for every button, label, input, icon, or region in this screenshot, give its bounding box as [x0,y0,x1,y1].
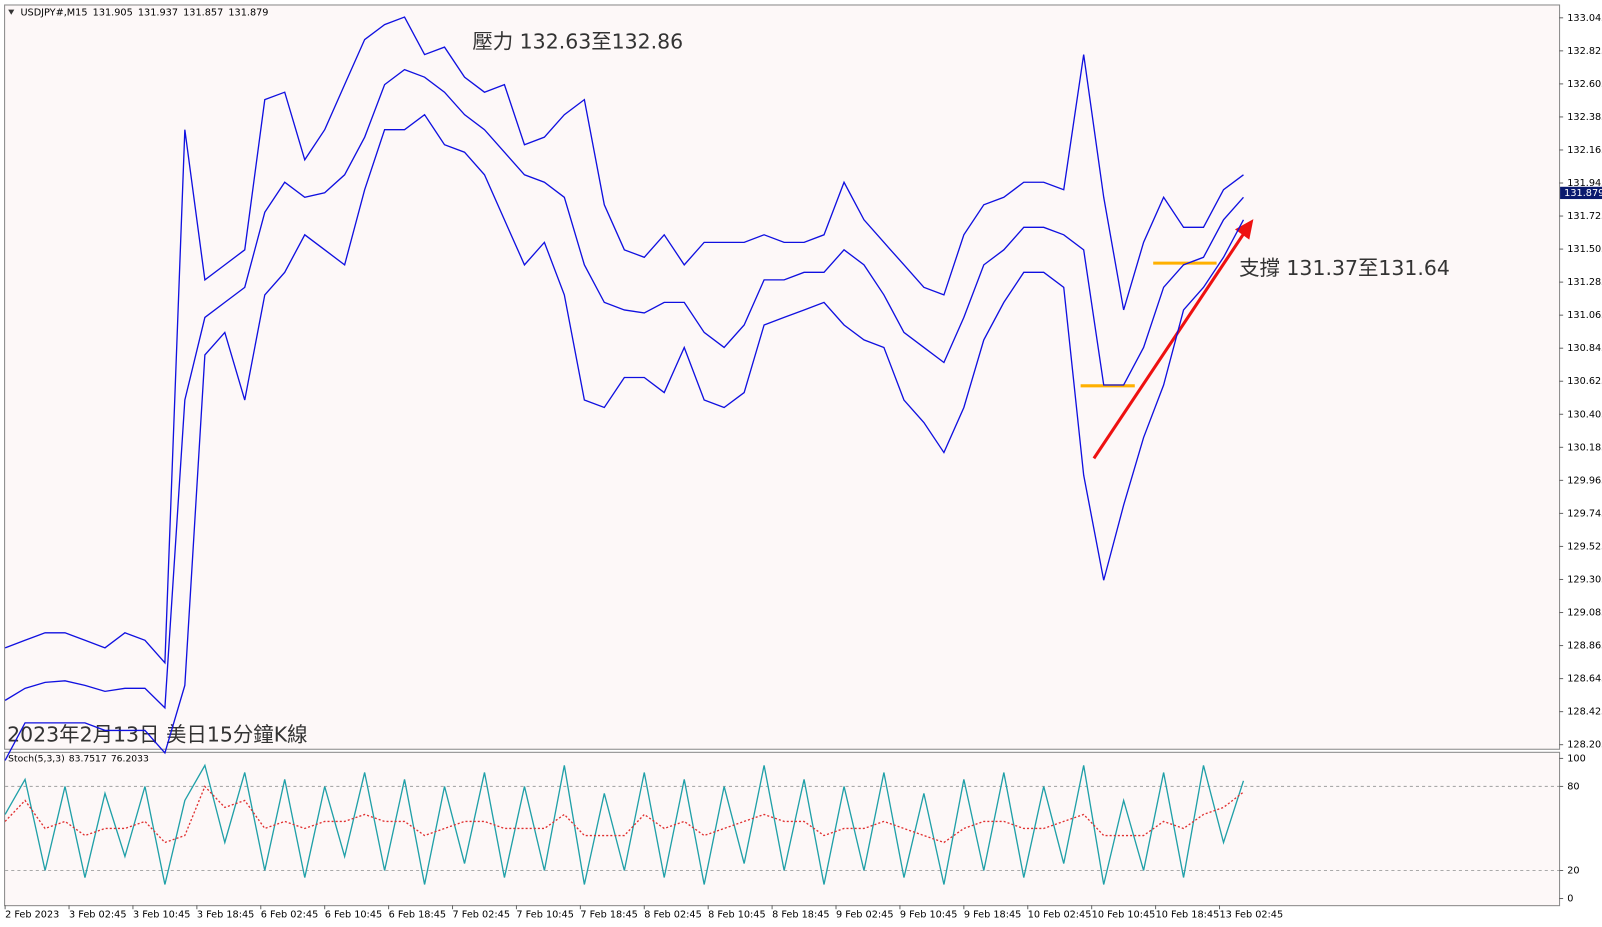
x-tick-label: 3 Feb 18:45 [197,909,254,920]
x-tick-label: 7 Feb 02:45 [453,909,510,920]
stoch-panel [4,751,1561,907]
x-tick-label: 8 Feb 18:45 [772,909,829,920]
y-tick-label: 130.845 [1567,343,1602,354]
header-text: 131.857 [183,8,223,19]
x-tick-label: 10 Feb 10:45 [1092,909,1156,920]
header-text: 131.905 [93,8,133,19]
header-text: 131.937 [138,8,178,19]
y-tick-label: 129.305 [1567,574,1602,585]
series-line [4,785,1244,844]
indicator-label: 83.7517 [69,753,107,764]
trend-arrow [1092,230,1247,460]
x-tick-label: 9 Feb 18:45 [964,909,1021,920]
last-price-marker [1560,186,1602,200]
x-tick-label: 3 Feb 02:45 [69,909,126,920]
y-tick-label: 128.425 [1567,707,1602,718]
x-tick-label: 8 Feb 02:45 [644,909,701,920]
header [8,9,15,15]
header-text: 131.879 [228,8,268,19]
x-tick-label: 10 Feb 02:45 [1028,909,1092,920]
x-tick-label: 6 Feb 02:45 [261,909,318,920]
y-tick-label: 100 [1567,753,1586,764]
indicator-label: 76.2033 [111,753,149,764]
x-tick-label: 6 Feb 18:45 [389,909,446,920]
arrow-head [1234,219,1254,240]
series-line [4,16,1244,665]
x-tick-label: 9 Feb 02:45 [836,909,893,920]
price-panel [4,4,1561,750]
series-line [4,68,1244,710]
y-tick-label: 132.165 [1567,145,1602,156]
y-tick-label: 131.065 [1567,310,1602,321]
series-line [4,763,1245,885]
indicator-label: Stoch(5,3,3) [8,753,64,764]
x-tick-label: 2 Feb 2023 [5,909,59,920]
x-tick-label: 13 Feb 02:45 [1220,909,1284,920]
y-tick-label: 131.945 [1567,178,1602,189]
y-tick-label: 130.185 [1567,442,1602,453]
x-tick-label: 7 Feb 18:45 [580,909,637,920]
y-tick-label: 129.085 [1567,608,1602,619]
x-tick-label: 8 Feb 10:45 [708,909,765,920]
x-tick-label: 7 Feb 10:45 [516,909,573,920]
y-tick-label: 20 [1567,866,1579,877]
y-tick-label: 132.825 [1567,46,1602,57]
y-tick-label: 128.865 [1567,641,1602,652]
y-tick-label: 132.605 [1567,79,1602,90]
series-line [4,113,1245,761]
y-tick-label: 130.405 [1567,409,1602,420]
y-tick-label: 129.745 [1567,508,1602,519]
x-tick-label: 3 Feb 10:45 [133,909,190,920]
chart-caption: 2023年2月13日 美日15分鐘K線 [7,722,307,746]
y-tick-label: 128.645 [1567,674,1602,685]
last-price-label: 131.879 [1564,188,1602,199]
y-tick-label: 0 [1567,894,1573,905]
y-tick-label: 129.525 [1567,541,1602,552]
y-tick-label: 132.385 [1567,112,1602,123]
resistance-note: 壓力 132.63至132.86 [472,29,683,53]
x-tick-label: 10 Feb 18:45 [1156,909,1220,920]
y-tick-label: 128.205 [1567,740,1602,751]
y-tick-label: 131.285 [1567,277,1602,288]
y-tick-label: 131.505 [1567,244,1602,255]
y-tick-label: 129.965 [1567,475,1602,486]
y-tick-label: 130.625 [1567,376,1602,387]
support-note: 支撐 131.37至131.64 [1239,256,1450,280]
y-tick-label: 80 [1567,781,1579,792]
header-text: USDJPY#,M15 [20,8,87,19]
y-tick-label: 133.045 [1567,13,1602,24]
menu-arrow [8,9,15,15]
y-tick-label: 131.725 [1567,211,1602,222]
x-tick-label: 9 Feb 10:45 [900,909,957,920]
x-tick-label: 6 Feb 10:45 [325,909,382,920]
